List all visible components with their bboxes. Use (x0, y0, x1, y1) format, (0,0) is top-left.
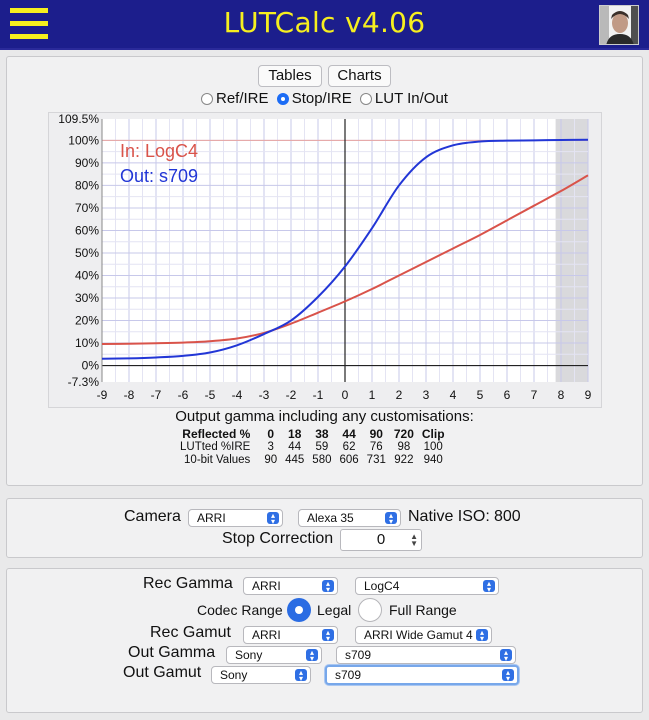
rec-gamma-select[interactable]: LogC4 ▴ ▾ (355, 577, 499, 595)
chevron-updown-icon: ▴ ▾ (502, 669, 514, 683)
legal-label: Legal (317, 602, 352, 618)
table-header-cell: 18 (288, 427, 302, 441)
rec-gamma-maker-select[interactable]: ARRI ▴ ▾ (243, 577, 338, 595)
table-cell: LUTted %IRE (180, 441, 251, 453)
out-gamma-maker-select[interactable]: Sony ▴ ▾ (226, 646, 322, 664)
codec-range-label: Codec Range (197, 602, 283, 618)
chart-mode-radios: Ref/IRE Stop/IRE LUT In/Out (0, 90, 649, 109)
stop-correction-input[interactable]: 0 ▲ ▼ (340, 529, 422, 551)
rec-gamut-maker-select[interactable]: ARRI ▴ ▾ (243, 626, 338, 644)
radio-stop-ire[interactable] (276, 92, 289, 105)
plot-background (48, 112, 602, 408)
full-range-label: Full Range (389, 602, 457, 618)
app-header: LUTCalc v4.06 (0, 0, 649, 50)
output-values-table: Reflected % 0 18 38 44 90 720 Clip LUTte… (176, 428, 449, 467)
chevron-updown-icon: ▴ ▾ (322, 580, 334, 594)
out-gamut-maker-select[interactable]: Sony ▴ ▾ (211, 666, 311, 684)
table-cell: 98 (397, 441, 411, 453)
user-avatar[interactable] (599, 5, 639, 45)
app-title: LUTCalc v4.06 (223, 6, 426, 39)
stepper-arrows-icon[interactable]: ▲ ▼ (410, 532, 418, 548)
table-header-cell: 44 (342, 427, 356, 441)
table-cell: 940 (423, 454, 443, 466)
table-cell: 3 (267, 441, 274, 453)
native-iso-value: 800 (494, 508, 521, 525)
out-gamut-select[interactable]: s709 ▴ ▾ (325, 665, 519, 685)
chevron-updown-icon: ▴ ▾ (483, 580, 495, 594)
table-header-cell: 38 (315, 427, 329, 441)
native-iso-label: Native ISO: (408, 508, 490, 525)
table-cell: 100 (423, 441, 443, 453)
table-header-cell: 90 (369, 427, 383, 441)
table-cell: 44 (288, 441, 302, 453)
table-cell: 922 (394, 454, 414, 466)
table-cell: 76 (369, 441, 383, 453)
chevron-updown-icon: ▴ ▾ (295, 669, 307, 683)
chevron-updown-icon: ▴ ▾ (500, 649, 512, 663)
chevron-updown-icon: ▴ ▾ (476, 629, 488, 643)
table-row: LUTted %IRE 3 44 59 62 76 98 100 (176, 441, 449, 454)
camera-model-select[interactable]: Alexa 35 ▴ ▾ (298, 509, 401, 527)
table-header-cell: 720 (393, 427, 414, 441)
mode-stop-ire-option[interactable]: Stop/IRE (276, 90, 352, 107)
camera-maker-select[interactable]: ARRI ▴ ▾ (188, 509, 283, 527)
output-gamma-heading: Output gamma including any customisation… (175, 408, 474, 425)
table-cell: 90 (264, 454, 278, 466)
table-header-cell: Reflected % (182, 427, 251, 441)
chevron-updown-icon: ▴ ▾ (322, 629, 334, 643)
tables-button[interactable]: Tables (258, 65, 322, 87)
table-cell: 445 (285, 454, 305, 466)
table-cell: 10-bit Values (184, 454, 251, 466)
charts-button[interactable]: Charts (328, 65, 391, 87)
chevron-updown-icon: ▴ ▾ (267, 512, 279, 526)
out-gamma-select[interactable]: s709 ▴ ▾ (336, 646, 516, 664)
radio-ref-ire[interactable] (201, 92, 213, 105)
radio-lut-in-out[interactable] (359, 92, 372, 105)
mode-lut-in-out-option[interactable]: LUT In/Out (359, 90, 448, 107)
camera-label: Camera (124, 508, 181, 525)
chevron-updown-icon: ▴ ▾ (385, 512, 397, 526)
range-full-radio[interactable] (358, 598, 382, 622)
rec-gamma-label: Rec Gamma (143, 575, 233, 592)
rec-gamut-select[interactable]: ARRI Wide Gamut 4 ▴ ▾ (355, 626, 492, 644)
out-gamma-label: Out Gamma (128, 644, 216, 661)
range-legal-radio[interactable] (287, 598, 311, 622)
table-cell: 59 (315, 441, 329, 453)
hamburger-menu-icon[interactable] (10, 6, 48, 42)
table-row: 10-bit Values 90 445 580 606 731 922 940 (176, 454, 449, 467)
chevron-updown-icon: ▴ ▾ (306, 649, 318, 663)
table-header-cell: 0 (267, 427, 275, 441)
camera-panel (6, 498, 643, 558)
mode-ref-ire-option[interactable]: Ref/IRE (201, 90, 269, 107)
stop-correction-label: Stop Correction (222, 530, 334, 547)
out-gamut-label: Out Gamut (123, 664, 202, 681)
table-cell: 580 (312, 454, 332, 466)
table-header-cell: Clip (421, 427, 445, 441)
table-header-row: Reflected % 0 18 38 44 90 720 Clip (176, 428, 449, 441)
table-cell: 731 (366, 454, 386, 466)
rec-gamut-label: Rec Gamut (150, 624, 231, 641)
table-cell: 62 (342, 441, 356, 453)
table-cell: 606 (339, 454, 359, 466)
